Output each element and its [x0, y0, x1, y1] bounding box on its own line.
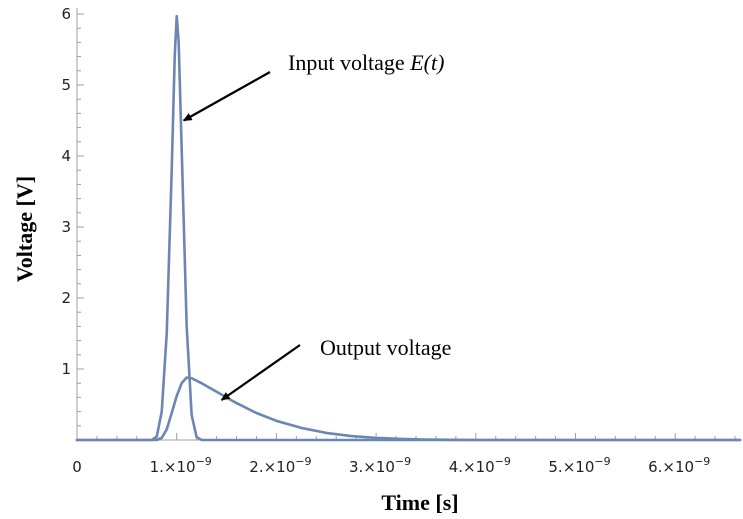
y-tick-label: 2	[61, 289, 71, 307]
y-tick-label: 3	[61, 218, 71, 236]
output-voltage-label: Output voltage	[320, 335, 451, 360]
input-voltage-line	[75, 14, 742, 442]
x-axis-title: Time [s]	[381, 490, 458, 515]
y-tick-label: 4	[61, 147, 71, 165]
x-axis-ticks: 0 1.×10−9 2.×10−9 3.×10−9 4.×10−9 5.×10−9 6.×1…	[72, 433, 736, 476]
annotations: Input voltage E(t) Output voltage	[182, 50, 451, 401]
input-voltage-arrow	[182, 71, 271, 122]
x-tick-label: 1.×10−9	[150, 455, 212, 476]
x-tick-label: 4.×10−9	[449, 455, 511, 476]
output-voltage-arrow	[220, 344, 301, 401]
y-tick-label: 6	[61, 5, 71, 23]
x-tick-label: 6.×10−9	[648, 455, 710, 476]
series-layer	[75, 14, 742, 442]
x-tick-label: 3.×10−9	[349, 455, 411, 476]
y-axis-ticks: 1 2 3 4 5 6	[61, 5, 84, 427]
x-tick-label: 5.×10−9	[548, 455, 610, 476]
y-tick-label: 5	[61, 76, 71, 94]
output-voltage-line	[75, 376, 742, 442]
input-voltage-label: Input voltage E(t)	[288, 50, 444, 75]
x-tick-label: 2.×10−9	[249, 455, 311, 476]
y-tick-label: 1	[61, 360, 71, 378]
x-tick-label: 0	[72, 458, 82, 476]
y-axis-title: Voltage [V]	[12, 176, 37, 282]
